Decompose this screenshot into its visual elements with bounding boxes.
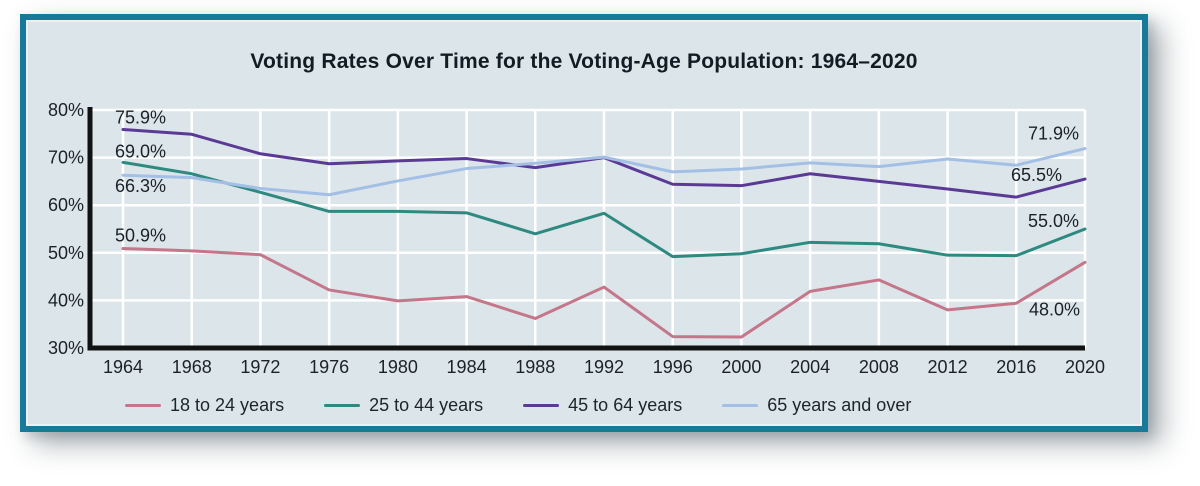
series-line-18-to-24-years <box>121 247 1087 339</box>
x-tick-label: 2012 <box>928 357 968 377</box>
x-tick-label: 2004 <box>790 357 830 377</box>
legend-swatch-25-to-44 <box>324 403 361 408</box>
x-tick-label: 2000 <box>721 357 761 377</box>
legend-item-45-to-64: 45 to 64 years <box>523 395 682 416</box>
x-tick-label: 2008 <box>859 357 899 377</box>
line-chart: 30% 40% 50% 60% 70% 80% 1964 1968 1972 1976 1980 19… <box>48 100 1105 377</box>
y-tick-label: 40% <box>48 290 84 310</box>
x-tick-label: 1984 <box>447 357 487 377</box>
annotation-label: 66.3% <box>115 176 166 196</box>
x-tick-label: 1976 <box>309 357 349 377</box>
legend-swatch-18-to-24 <box>125 403 161 408</box>
x-tick-label: 2016 <box>996 357 1036 377</box>
legend-swatch-45-to-64 <box>523 403 560 408</box>
y-tick-label: 30% <box>48 338 84 358</box>
annotation-label: 69.0% <box>115 141 166 161</box>
annotation-label: 75.9% <box>115 108 166 128</box>
x-tick-label: 1996 <box>653 357 693 377</box>
series-line-25-to-44-years <box>121 160 1087 259</box>
x-tick-label: 1972 <box>240 357 280 377</box>
y-tick-label: 70% <box>48 148 84 168</box>
x-tick-label: 1992 <box>584 357 624 377</box>
legend-label: 65 years and over <box>767 395 912 415</box>
legend-item-65-and-over: 65 years and over <box>722 395 911 416</box>
legend-label: 25 to 44 years <box>369 395 484 415</box>
annotation-label: 55.0% <box>1028 211 1079 231</box>
chart-card: Voting Rates Over Time for the Voting-Ag… <box>20 14 1148 432</box>
annotation-label: 65.5% <box>1011 165 1062 185</box>
legend-label: 45 to 64 years <box>568 395 683 415</box>
x-tick-label: 1964 <box>103 357 143 377</box>
legend-swatch-65-and-over <box>722 403 759 408</box>
series-line-65-years-and-over <box>121 147 1087 197</box>
legend-item-25-to-44: 25 to 44 years <box>324 395 483 416</box>
x-tick-label: 1988 <box>515 357 555 377</box>
annotation-label: 71.9% <box>1028 124 1079 144</box>
y-tick-label: 80% <box>48 100 84 120</box>
x-tick-label: 1968 <box>172 357 212 377</box>
annotation-label: 48.0% <box>1029 299 1080 319</box>
chart-legend: 18 to 24 years 25 to 44 years 45 to 64 y… <box>125 395 911 416</box>
y-tick-label: 50% <box>48 243 84 263</box>
annotation-label: 50.9% <box>115 226 166 246</box>
x-tick-label: 1980 <box>378 357 418 377</box>
chart-title: Voting Rates Over Time for the Voting-Ag… <box>250 50 918 73</box>
x-tick-label: 2020 <box>1065 357 1105 377</box>
y-tick-label: 60% <box>48 195 84 215</box>
legend-item-18-to-24: 18 to 24 years <box>125 395 284 416</box>
legend-label: 18 to 24 years <box>170 395 285 415</box>
